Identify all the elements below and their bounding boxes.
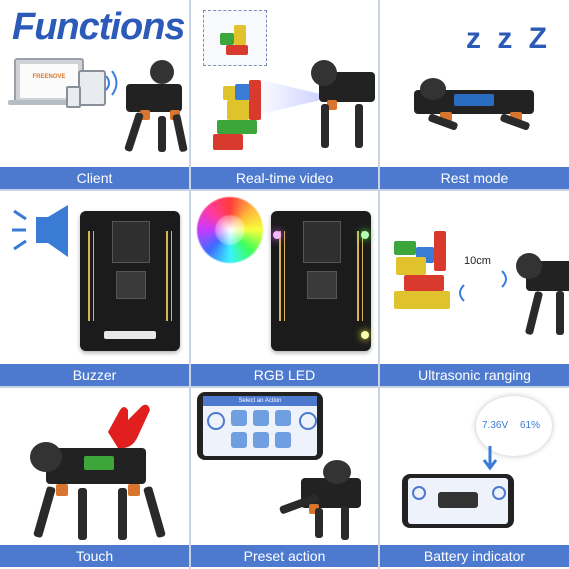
action-dog-icon[interactable] bbox=[275, 432, 291, 448]
control-board-image bbox=[80, 211, 180, 351]
app-screen: Select an Action bbox=[203, 396, 317, 456]
cell-ultrasonic-ranging: 10cm Ultrasonic ranging bbox=[380, 191, 569, 386]
action-dog-icon[interactable] bbox=[275, 410, 291, 426]
robot-head bbox=[420, 78, 446, 100]
action-dog-icon[interactable] bbox=[231, 432, 247, 448]
joystick-control[interactable] bbox=[299, 412, 317, 430]
video-frame bbox=[203, 10, 267, 66]
phone-icon bbox=[66, 86, 81, 108]
cell-rgb-led: RGB LED bbox=[191, 191, 378, 386]
action-dog-icon[interactable] bbox=[231, 410, 247, 426]
cell-client: Functions FREENOVE Client bbox=[0, 0, 189, 189]
cell-touch: Touch bbox=[0, 388, 189, 569]
cell-battery-indicator: 7.36V 61% Battery indicator bbox=[380, 388, 569, 569]
grid-divider bbox=[0, 189, 569, 191]
phone-image bbox=[402, 474, 514, 528]
robot-head bbox=[150, 60, 174, 84]
lego-block bbox=[394, 241, 416, 255]
brand-logo: FREENOVE bbox=[32, 74, 66, 80]
lego-block bbox=[213, 134, 243, 150]
action-dog-icon[interactable] bbox=[253, 432, 269, 448]
grid-divider bbox=[378, 0, 380, 569]
robot-head bbox=[30, 442, 62, 472]
page-title: Functions bbox=[12, 6, 186, 48]
hand-pointer-icon bbox=[108, 404, 150, 449]
signal-waves-icon bbox=[105, 70, 118, 96]
grid-divider bbox=[189, 0, 191, 569]
color-wheel-icon bbox=[197, 197, 263, 263]
label-client: Client bbox=[0, 167, 189, 189]
label-real-time-video: Real-time video bbox=[191, 167, 378, 189]
battery-voltage: 7.36V bbox=[482, 420, 509, 431]
cell-rest-mode: z z Z Rest mode bbox=[380, 0, 569, 189]
robot-head bbox=[311, 60, 337, 86]
robot-head bbox=[323, 460, 351, 484]
sleep-zzz-icon: z z Z bbox=[466, 22, 551, 55]
lego-block bbox=[249, 80, 261, 120]
joystick-control[interactable] bbox=[412, 486, 426, 500]
lego-block bbox=[394, 291, 450, 309]
label-rgb-led: RGB LED bbox=[191, 364, 378, 386]
label-touch: Touch bbox=[0, 545, 189, 567]
app-header: Select an Action bbox=[203, 396, 317, 406]
camera-beam bbox=[261, 80, 319, 114]
action-dog-icon[interactable] bbox=[253, 410, 269, 426]
robot-dog-image bbox=[126, 84, 182, 112]
label-buzzer: Buzzer bbox=[0, 364, 189, 386]
led-light bbox=[361, 231, 369, 239]
speaker-icon bbox=[12, 205, 68, 257]
signal-waves-icon bbox=[459, 284, 465, 302]
label-battery-indicator: Battery indicator bbox=[380, 545, 569, 567]
led-light bbox=[273, 231, 281, 239]
cell-preset-action: Select an Action Preset action bbox=[191, 388, 378, 569]
robot-board bbox=[84, 456, 114, 470]
led-light bbox=[361, 331, 369, 339]
phone-image: Select an Action bbox=[197, 392, 323, 460]
laptop-base bbox=[8, 100, 88, 105]
joystick-control[interactable] bbox=[492, 486, 506, 500]
robot-preview bbox=[438, 492, 478, 508]
signal-waves-icon bbox=[501, 270, 507, 288]
control-board-image bbox=[271, 211, 371, 351]
distance-label: 10cm bbox=[464, 255, 491, 267]
robot-board bbox=[454, 94, 494, 106]
lego-block bbox=[217, 120, 257, 134]
label-preset-action: Preset action bbox=[191, 545, 378, 567]
cell-real-time-video: Real-time video bbox=[191, 0, 378, 189]
lego-block bbox=[434, 231, 446, 271]
app-screen bbox=[408, 478, 508, 524]
lego-block bbox=[396, 257, 426, 275]
label-rest-mode: Rest mode bbox=[380, 167, 569, 189]
robot-head bbox=[516, 253, 542, 279]
joystick-control[interactable] bbox=[207, 412, 225, 430]
grid-divider bbox=[0, 386, 569, 388]
lego-block bbox=[227, 100, 249, 120]
cell-buzzer: Buzzer bbox=[0, 191, 189, 386]
arrow-down-icon bbox=[482, 446, 498, 471]
battery-percent: 61% bbox=[520, 420, 541, 431]
lego-block bbox=[404, 275, 444, 291]
label-ultrasonic-ranging: Ultrasonic ranging bbox=[380, 364, 569, 386]
